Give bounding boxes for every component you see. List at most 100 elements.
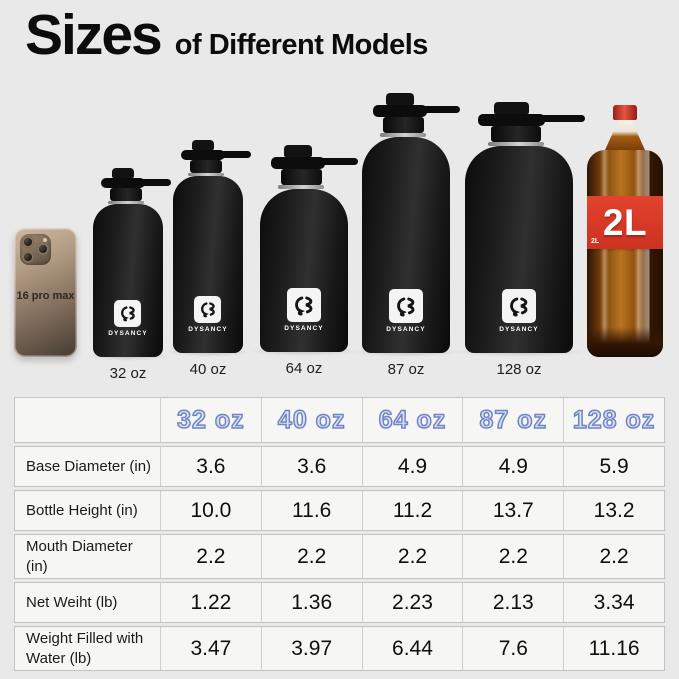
- bottle-40oz: DYSANCY 40 oz: [164, 140, 252, 378]
- bottle-cap: [372, 105, 460, 117]
- table-cell: 2.23: [392, 590, 433, 614]
- table-cell: 2.2: [397, 544, 428, 568]
- camera-lens-icon: [22, 251, 34, 263]
- bottle-steel-ring: [107, 201, 145, 204]
- row-label: Net Weiht (lb): [26, 593, 118, 611]
- bottle-size-label: 40 oz: [189, 361, 227, 378]
- bottle-size-label: 32 oz: [109, 365, 147, 382]
- table-cell: 2.2: [498, 544, 528, 568]
- col-header-128oz: 128 oz: [572, 405, 656, 435]
- bottle-handle: [419, 106, 460, 113]
- bottle-body: DYSANCY: [93, 204, 163, 357]
- table-header-row: 32 oz 40 oz 64 oz 87 oz 128 oz: [14, 397, 665, 443]
- table-cell: 3.97: [291, 636, 333, 660]
- table-cell: 3.6: [196, 454, 226, 478]
- title-main: Sizes: [25, 3, 163, 67]
- cola-volume-label: 2L: [602, 201, 648, 243]
- brand-logo: DYSANCY: [386, 289, 425, 333]
- brand-logo-icon: [286, 288, 321, 322]
- brand-name: DYSANCY: [188, 326, 228, 333]
- row-label: Bottle Height (in): [26, 501, 138, 519]
- bottle-handle: [535, 115, 586, 122]
- corner-cell: [15, 398, 160, 442]
- brand-name: DYSANCY: [499, 326, 539, 333]
- table-cell: 5.9: [599, 454, 629, 478]
- bottle-cap: [270, 157, 358, 169]
- col-header-40oz: 40 oz: [277, 405, 346, 435]
- bottle-body: DYSANCY: [173, 176, 243, 353]
- brand-logo: DYSANCY: [499, 289, 538, 333]
- cola-bottle-2l: 2L 2L: [587, 105, 663, 357]
- table-cell: 13.7: [492, 498, 534, 522]
- table-row: Net Weiht (lb) 1.22 1.36 2.23 2.13 3.34: [14, 582, 665, 623]
- brand-logo: DYSANCY: [108, 300, 147, 337]
- col-header-32oz: 32 oz: [176, 405, 245, 435]
- table-cell: 2.13: [492, 590, 534, 614]
- bottle-32oz: DYSANCY 32 oz: [84, 168, 172, 382]
- bottle-spout-icon: [191, 140, 215, 150]
- table-cell: 11.16: [588, 636, 640, 660]
- brand-name: DYSANCY: [108, 330, 148, 337]
- cola-highlight: [599, 150, 609, 357]
- bottle-128oz: DYSANCY 128 oz: [452, 102, 586, 378]
- title-sub: of Different Models: [174, 29, 429, 61]
- comparison-table: 32 oz 40 oz 64 oz 87 oz 128 oz Base Diam…: [14, 397, 665, 671]
- cola-bottom: [587, 327, 663, 357]
- bottle-spout-icon: [283, 145, 312, 157]
- brand-logo-icon: [114, 300, 142, 327]
- bottle-steel-ring: [380, 133, 427, 137]
- bottle-cap-band: [189, 160, 222, 173]
- bottle-spout-icon: [111, 168, 135, 178]
- brand-name: DYSANCY: [386, 326, 426, 333]
- bottle-87oz: DYSANCY 87 oz: [351, 93, 461, 378]
- camera-lens-icon: [22, 236, 34, 248]
- table-cell: 1.22: [190, 590, 232, 614]
- row-label: Base Diameter (in): [26, 457, 152, 475]
- bottle-body: DYSANCY: [260, 189, 348, 352]
- bottle-handle: [218, 151, 251, 158]
- bottle-steel-ring: [278, 185, 325, 189]
- table-cell: 7.6: [498, 636, 528, 660]
- table-cell: 2.2: [297, 544, 327, 568]
- table-cell: 4.9: [498, 454, 528, 478]
- row-label: Mouth Diameter (in): [26, 538, 133, 575]
- bottle-spout-icon: [385, 93, 414, 105]
- table-row: Weight Filled with Water (lb) 3.47 3.97 …: [14, 626, 665, 671]
- brand-logo: DYSANCY: [188, 296, 227, 333]
- brand-logo: DYSANCY: [284, 288, 323, 332]
- table-cell: 2.2: [196, 544, 226, 568]
- cola-cap: [613, 105, 637, 120]
- brand-logo-icon: [194, 296, 222, 323]
- bottle-size-label: 87 oz: [387, 361, 425, 378]
- brand-name: DYSANCY: [284, 325, 324, 332]
- phone-label: 16 pro max: [16, 290, 75, 302]
- row-label: Weight Filled with Water (lb): [26, 630, 144, 667]
- bottle-cap-band: [281, 169, 322, 185]
- bottle-body: DYSANCY: [362, 137, 450, 353]
- table-cell: 2.2: [599, 544, 629, 568]
- bottle-size-label: 128 oz: [496, 361, 542, 378]
- bottle-cap: [181, 150, 251, 160]
- bottle-cap: [477, 114, 586, 126]
- table-cell: 3.34: [593, 590, 635, 614]
- col-header-87oz: 87 oz: [479, 405, 548, 435]
- cola-neck: [605, 120, 645, 150]
- bottle-body: DYSANCY: [465, 146, 573, 353]
- phone-camera-icon: [20, 234, 51, 265]
- bottle-cap-band: [109, 188, 142, 201]
- table-row: Mouth Diameter (in) 2.2 2.2 2.2 2.2 2.2: [14, 534, 665, 579]
- bottle-cap-band: [383, 117, 424, 133]
- page-title: Sizes of Different Models: [25, 2, 428, 68]
- col-header-64oz: 64 oz: [378, 405, 447, 435]
- bottle-handle: [317, 158, 358, 165]
- cola-highlight: [634, 150, 644, 357]
- bottle-handle: [138, 179, 171, 186]
- table-cell: 13.2: [593, 498, 635, 522]
- table-row: Bottle Height (in) 10.0 11.6 11.2 13.7 1…: [14, 490, 665, 531]
- table-row: Base Diameter (in) 3.6 3.6 4.9 4.9 5.9: [14, 446, 665, 487]
- table-cell: 3.47: [190, 636, 232, 660]
- bottle-size-label: 64 oz: [285, 360, 323, 377]
- camera-lens-icon: [37, 243, 49, 255]
- table-cell: 11.2: [392, 498, 433, 522]
